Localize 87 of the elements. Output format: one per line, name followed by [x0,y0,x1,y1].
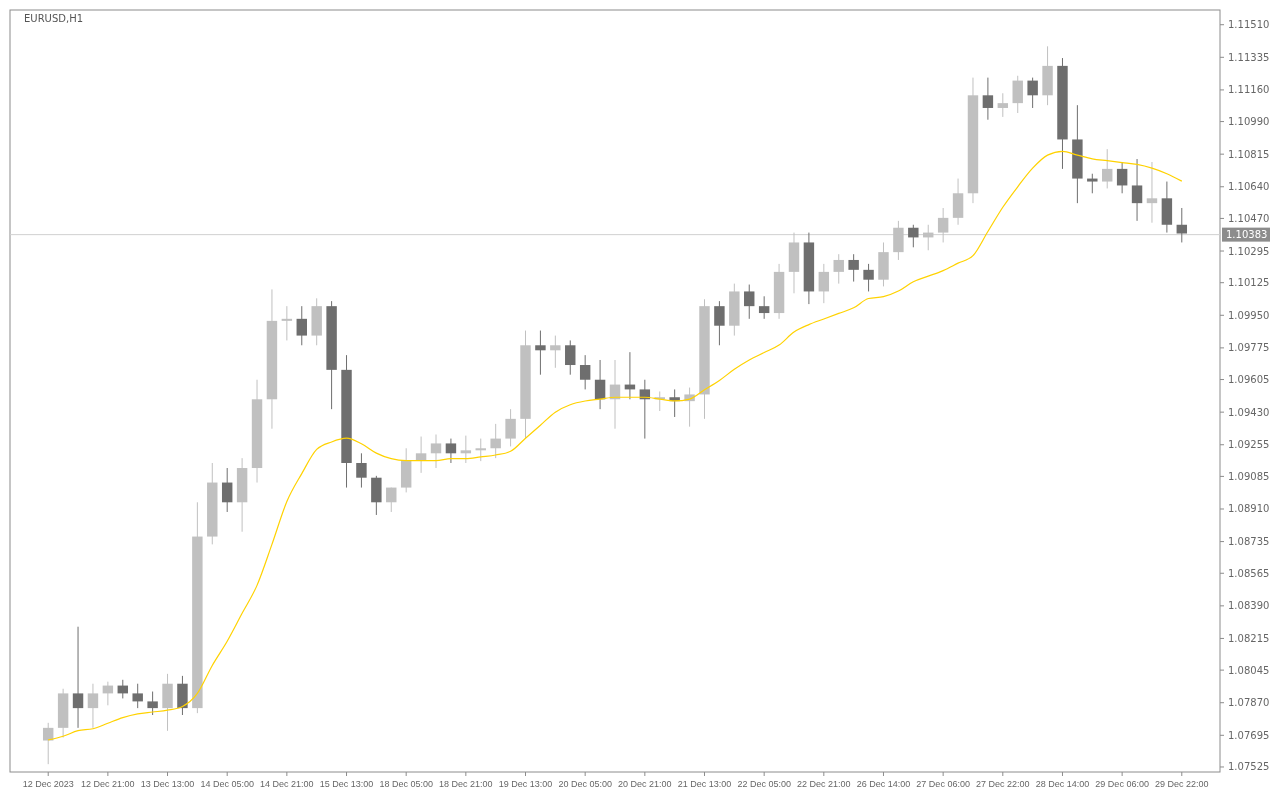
candlestick [87,683,99,729]
candlestick [818,263,830,304]
candlestick [72,626,84,729]
candlestick [594,359,606,410]
y-tick-label: 1.09950 [1228,309,1270,321]
candlestick [1176,207,1188,243]
candlestick [356,452,367,489]
y-tick-label: 1.10640 [1228,181,1270,193]
y-tick-label: 1.08565 [1228,567,1270,579]
x-tick-label: 19 Dec 13:00 [498,779,553,789]
y-tick-label: 1.09255 [1228,439,1270,451]
x-tick-label: 28 Dec 14:00 [1035,779,1090,789]
y-tick-label: 1.08910 [1228,503,1270,515]
y-tick-label: 1.11510 [1228,19,1270,31]
x-tick-label: 14 Dec 21:00 [260,779,314,789]
x-tick-label: 12 Dec 21:00 [81,779,135,789]
y-tick-label: 1.07870 [1228,697,1270,709]
candlestick [296,305,307,346]
y-tick-label: 1.10125 [1228,277,1270,289]
candlestick [535,330,546,376]
y-tick-label: 1.09605 [1228,374,1270,386]
y-tick-label: 1.10815 [1228,148,1270,160]
candlestick [147,691,158,716]
candlestick [460,435,472,464]
x-tick-label: 27 Dec 22:00 [976,779,1030,789]
candlestick [833,253,844,285]
y-tick-label: 1.08735 [1228,536,1270,548]
candlestick [1102,148,1113,189]
x-tick-label: 15 Dec 13:00 [319,779,374,789]
x-tick-label: 12 Dec 2023 [22,779,74,789]
candlestick [579,354,591,390]
candlestick [132,683,143,709]
x-tick-label: 26 Dec 14:00 [856,779,911,789]
candlestick [714,300,725,346]
x-tick-label: 29 Dec 06:00 [1095,779,1149,789]
y-tick-label: 1.07525 [1228,761,1270,773]
x-tick-label: 21 Dec 13:00 [677,779,732,789]
y-tick-label: 1.09085 [1228,470,1270,482]
candlestick [1146,161,1158,224]
candlestick [1131,158,1143,222]
y-tick-label: 1.10295 [1228,245,1270,257]
x-tick-label: 18 Dec 21:00 [439,779,493,789]
y-tick-label: 1.09775 [1228,342,1270,354]
candlestick [281,305,293,341]
x-tick-label: 29 Dec 22:00 [1155,779,1209,789]
candlestick [565,339,576,376]
candlestick [863,263,874,292]
candlestick [430,433,442,469]
x-tick-label: 22 Dec 21:00 [797,779,851,789]
candlestick [982,77,994,121]
candlestick [42,722,54,765]
candlestick [1012,75,1023,114]
candlestick [475,438,486,462]
x-tick-label: 22 Dec 05:00 [737,779,791,789]
candlestick [1116,161,1128,194]
candlestick [1027,77,1038,109]
candlestick [550,335,561,369]
y-tick-label: 1.11160 [1228,84,1270,96]
x-tick-label: 27 Dec 06:00 [916,779,970,789]
candlestick [908,224,919,248]
candlestick [1087,173,1098,194]
x-tick-label: 20 Dec 05:00 [558,779,612,789]
candlestick [505,408,516,447]
chart-title: EURUSD,H1 [24,13,84,24]
y-tick-label: 1.09430 [1228,406,1270,418]
x-tick-label: 20 Dec 21:00 [618,779,672,789]
candlestick [937,207,949,243]
candlestick [445,438,457,464]
y-tick-label: 1.07695 [1228,729,1270,741]
candlestick [997,92,1009,118]
y-tick-label: 1.08390 [1228,600,1270,612]
x-tick-label: 13 Dec 13:00 [140,779,195,789]
y-tick-label: 1.11335 [1228,51,1270,63]
x-tick-label: 14 Dec 05:00 [200,779,254,789]
candlestick [221,467,233,513]
candlestick [490,423,501,459]
y-tick-label: 1.08215 [1228,632,1270,644]
ref-line-label: 1.10383 [1226,229,1268,241]
y-tick-label: 1.08045 [1228,664,1270,676]
candlestick [386,487,397,513]
x-tick-label: 18 Dec 05:00 [379,779,433,789]
candlestick [744,284,755,320]
candlestick [415,436,427,474]
y-tick-label: 1.10470 [1228,212,1270,224]
y-tick-label: 1.10990 [1228,116,1270,128]
candlestick [758,295,770,320]
candlestick [848,253,859,283]
